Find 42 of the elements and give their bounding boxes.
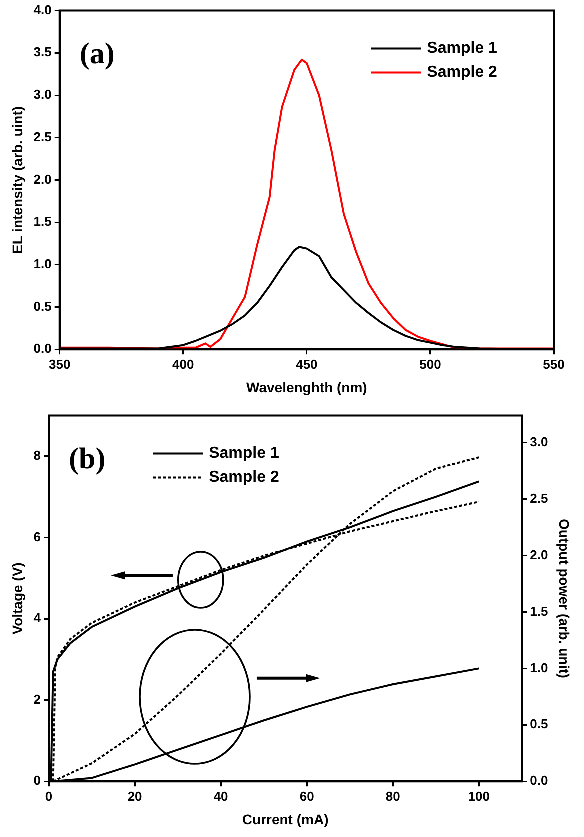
y-tick-label: 6 <box>34 529 42 544</box>
y-axis-title: Voltage (V) <box>9 562 26 635</box>
x-tick-label: 60 <box>300 788 314 804</box>
y-tick-label: 4.0 <box>34 2 52 18</box>
legend-label: Sample 1 <box>209 445 280 462</box>
y2-tick-label: 0.5 <box>530 716 548 732</box>
y-axis-title: EL intensity (arb. uint) <box>9 106 26 254</box>
x-tick-label: 40 <box>214 788 228 804</box>
x-tick-label: 450 <box>296 356 318 372</box>
y-tick-label: 4 <box>34 610 42 626</box>
y2-tick-label: 1.5 <box>530 604 548 619</box>
y-tick-label: 0 <box>34 773 42 788</box>
y-tick-label: 2.0 <box>34 172 52 187</box>
x-tick-label: 400 <box>172 356 194 372</box>
x-tick-label: 550 <box>543 356 565 372</box>
y-tick-label: 2 <box>34 692 42 707</box>
y2-tick-label: 1.0 <box>530 660 548 676</box>
x-tick-label: 80 <box>386 788 400 804</box>
y-tick-label: 2.5 <box>34 129 52 144</box>
annotation: (b) <box>69 442 106 476</box>
y-tick-label: 8 <box>34 448 42 464</box>
y2-tick-label: 2.0 <box>530 547 548 562</box>
legend-label: Sample 1 <box>427 40 498 58</box>
x-tick-label: 350 <box>49 356 71 372</box>
annotation: (a) <box>80 38 115 71</box>
x-tick-label: 500 <box>420 356 442 372</box>
y-tick-label: 3.5 <box>34 44 52 60</box>
x-axis-title: Current (mA) <box>242 811 329 828</box>
x-tick-label: 20 <box>128 788 142 804</box>
y2-tick-label: 3.0 <box>530 434 548 450</box>
y-tick-label: 3.0 <box>34 87 52 102</box>
x-tick-label: 100 <box>468 788 490 804</box>
legend-label: Sample 2 <box>209 469 280 486</box>
y-tick-label: 0.0 <box>34 341 52 356</box>
y-tick-label: 1.0 <box>34 256 52 272</box>
y-tick-label: 0.5 <box>34 298 52 314</box>
y2-tick-label: 2.5 <box>530 490 548 506</box>
legend-label: Sample 2 <box>427 64 498 82</box>
y2-axis-title: Output power (arb. unit) <box>556 518 573 678</box>
y2-tick-label: 0.0 <box>530 773 548 788</box>
x-axis-title: Wavelenghth (nm) <box>246 379 368 396</box>
y-tick-label: 1.5 <box>34 214 52 230</box>
